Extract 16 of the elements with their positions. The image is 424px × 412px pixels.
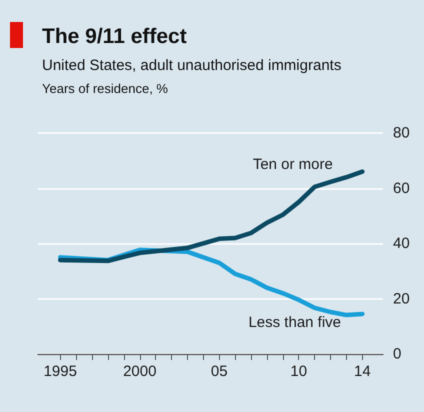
x-tick-label: 2000 — [123, 363, 156, 380]
y-tick-label: 0 — [393, 346, 402, 362]
chart-subtitle: United States, adult unauthorised immigrants — [42, 57, 342, 74]
y-tick-label: 20 — [393, 290, 410, 308]
y-tick-label: 40 — [393, 235, 410, 252]
y-tick-label: 80 — [393, 124, 410, 142]
series-label: Ten or more — [252, 156, 333, 173]
x-tick-label: 14 — [354, 363, 371, 380]
x-tick-label: 10 — [290, 363, 308, 380]
series-label: Less than five — [248, 314, 342, 331]
chart-title: The 9/11 effect — [42, 25, 187, 48]
y-axis-title: Years of residence, % — [42, 81, 168, 96]
x-tick-label: 1995 — [44, 363, 77, 380]
line-series — [58, 169, 365, 264]
x-tick-label: 05 — [210, 363, 228, 380]
y-tick-label: 60 — [393, 180, 410, 197]
